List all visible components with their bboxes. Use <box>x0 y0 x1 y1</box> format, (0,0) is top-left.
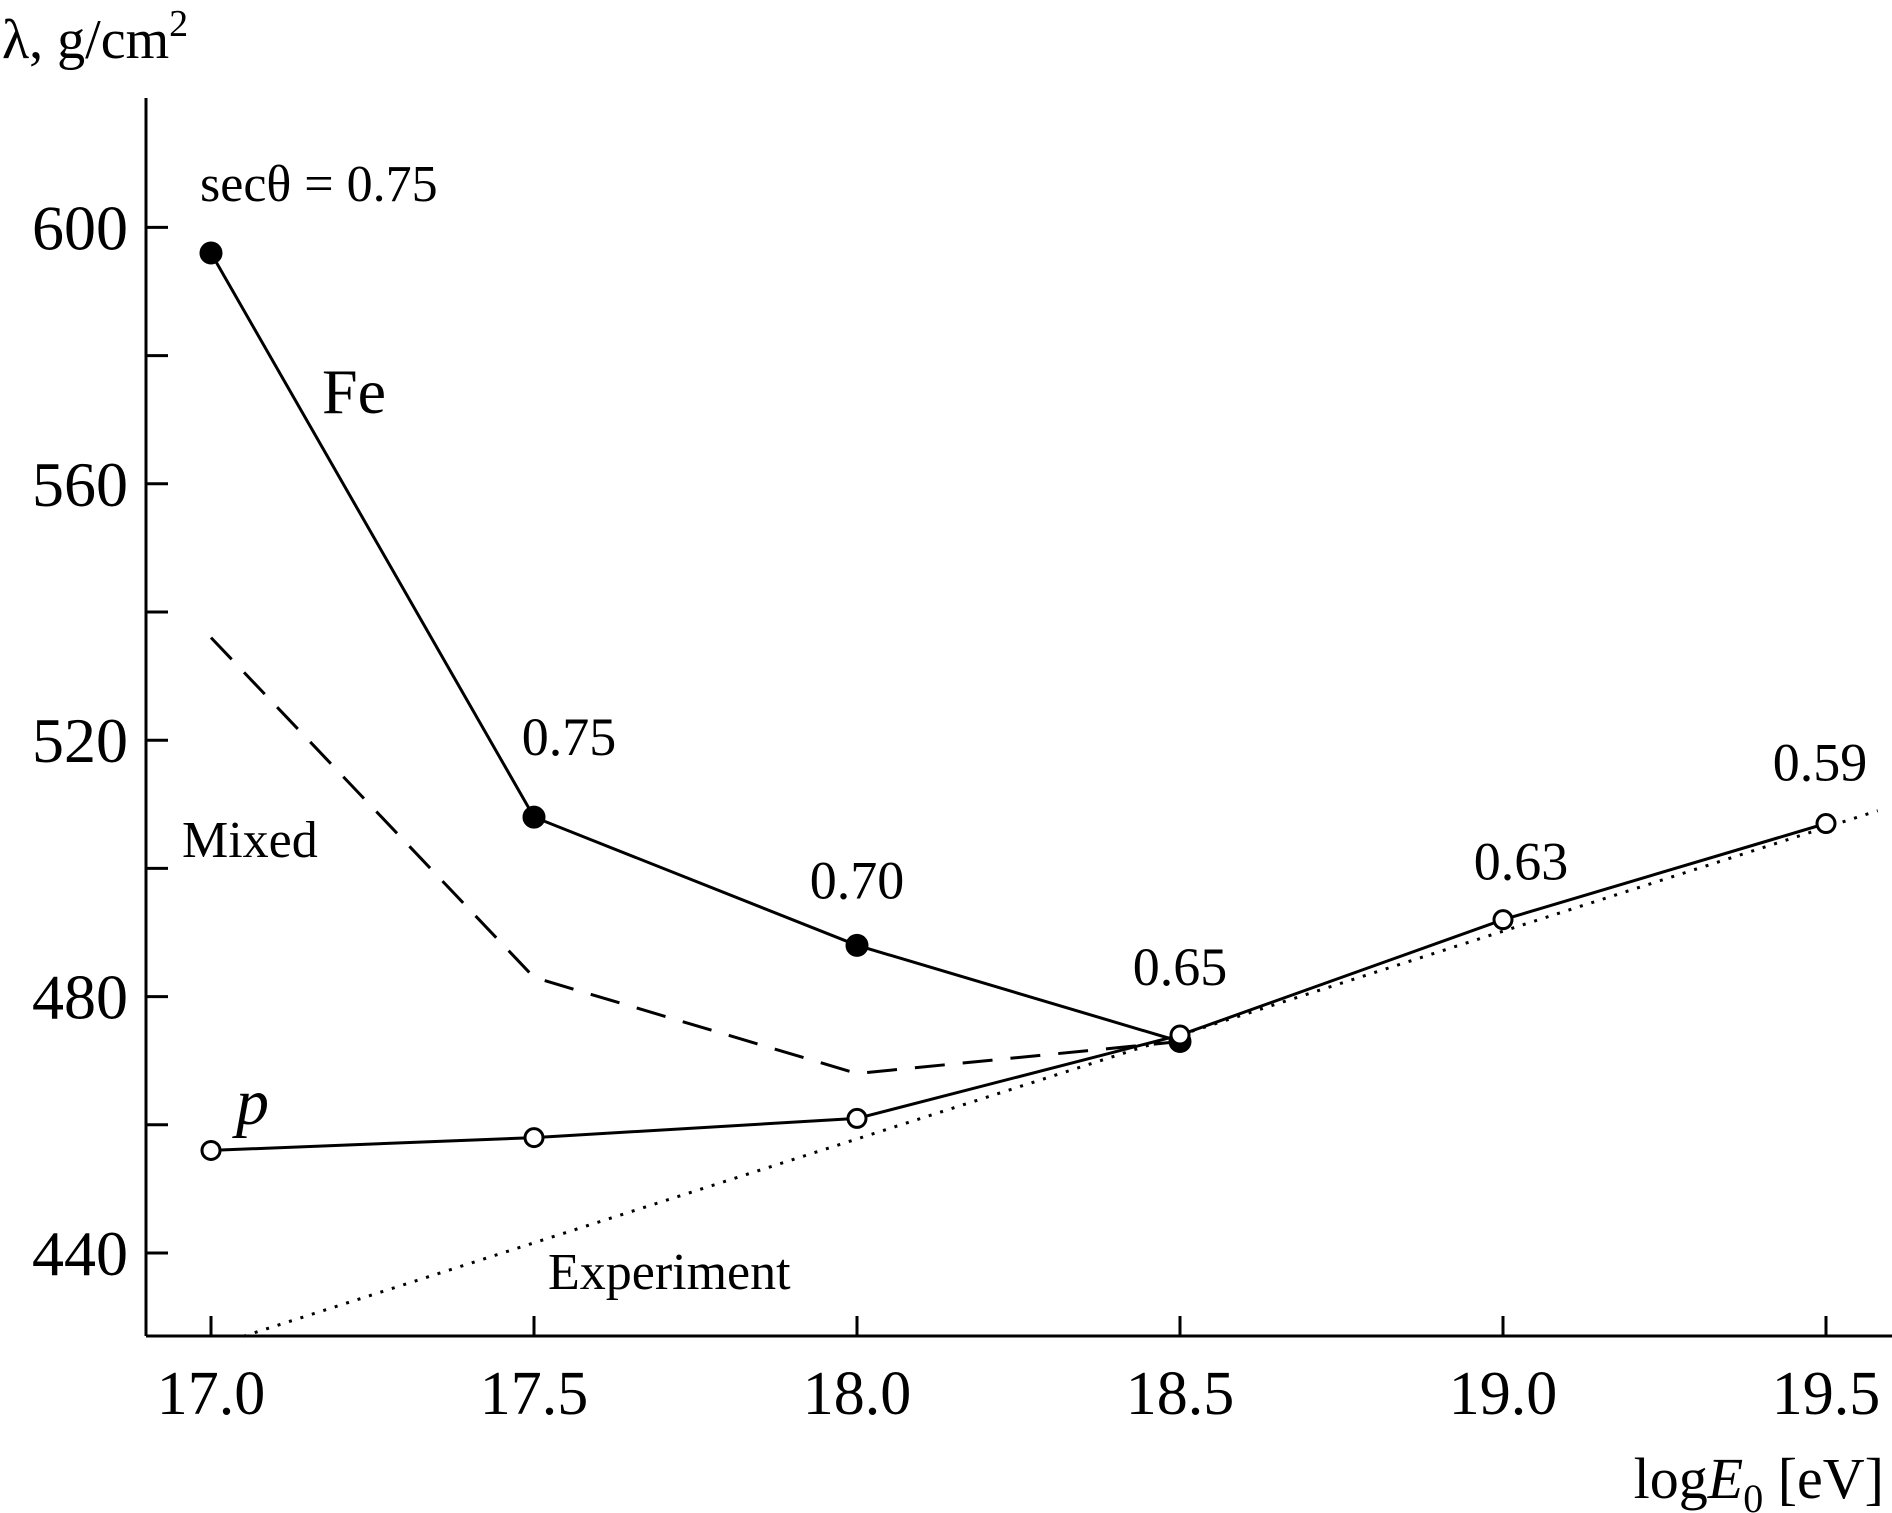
annotation-value: 0.75 <box>522 707 617 767</box>
series-label-p: p <box>232 1066 269 1139</box>
x-tick-label: 18.5 <box>1126 1360 1235 1428</box>
data-point-p <box>1492 909 1514 931</box>
x-tick-label: 17.5 <box>480 1360 589 1428</box>
data-point-p <box>200 1139 222 1161</box>
y-axis-title: λ, g/cm2 <box>2 3 188 71</box>
x-tick-label: 17.0 <box>157 1360 266 1428</box>
series-label-fe: Fe <box>322 356 386 427</box>
y-tick-label: 440 <box>32 1218 128 1289</box>
y-tick-label: 480 <box>32 962 128 1033</box>
y-tick-label: 600 <box>32 192 128 263</box>
data-point-p <box>1169 1024 1191 1046</box>
series-line-mixed <box>209 636 1181 1076</box>
series-label-mixed: Mixed <box>182 812 318 869</box>
annotation-value: 0.63 <box>1474 832 1569 892</box>
data-point-p <box>523 1127 545 1149</box>
annotation-value: 0.59 <box>1773 733 1868 793</box>
x-axis-title: logE0 [eV] <box>1634 1446 1884 1513</box>
data-point-fe <box>522 805 546 829</box>
series-line-p <box>210 822 1827 1152</box>
data-point-p <box>846 1107 868 1129</box>
x-tick-label: 19.5 <box>1772 1360 1881 1428</box>
y-tick-label: 560 <box>32 449 128 520</box>
annotation-sec-theta: secθ = 0.75 <box>200 156 438 213</box>
data-point-fe <box>199 241 223 265</box>
x-tick-label: 19.0 <box>1449 1360 1558 1428</box>
annotation-value: 0.65 <box>1133 937 1228 997</box>
x-tick-label: 18.0 <box>803 1360 912 1428</box>
y-tick-label: 520 <box>32 705 128 776</box>
series-line-fe <box>209 252 1181 1043</box>
series-line-experiment <box>242 809 1879 1338</box>
series-label-experiment: Experiment <box>548 1244 791 1301</box>
data-point-fe <box>845 933 869 957</box>
data-point-p <box>1815 813 1837 835</box>
annotation-value: 0.70 <box>810 850 905 910</box>
